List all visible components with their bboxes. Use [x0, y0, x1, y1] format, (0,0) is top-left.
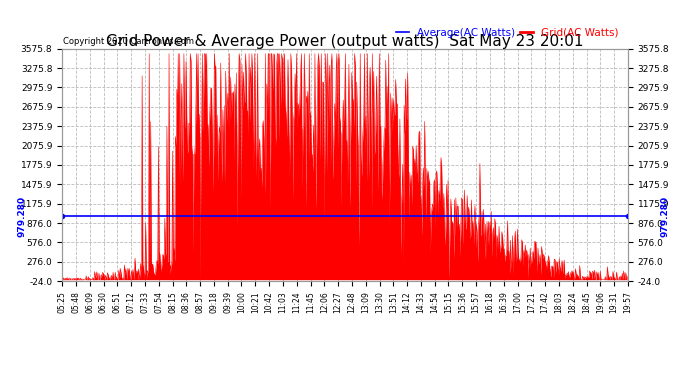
Text: Copyright 2020 Cartronics.com: Copyright 2020 Cartronics.com: [63, 38, 194, 46]
Title: Grid Power & Average Power (output watts)  Sat May 23 20:01: Grid Power & Average Power (output watts…: [106, 34, 584, 49]
Legend: Average(AC Watts), Grid(AC Watts): Average(AC Watts), Grid(AC Watts): [392, 24, 622, 42]
Text: 979.280: 979.280: [18, 196, 27, 237]
Text: 979.280: 979.280: [660, 196, 669, 237]
